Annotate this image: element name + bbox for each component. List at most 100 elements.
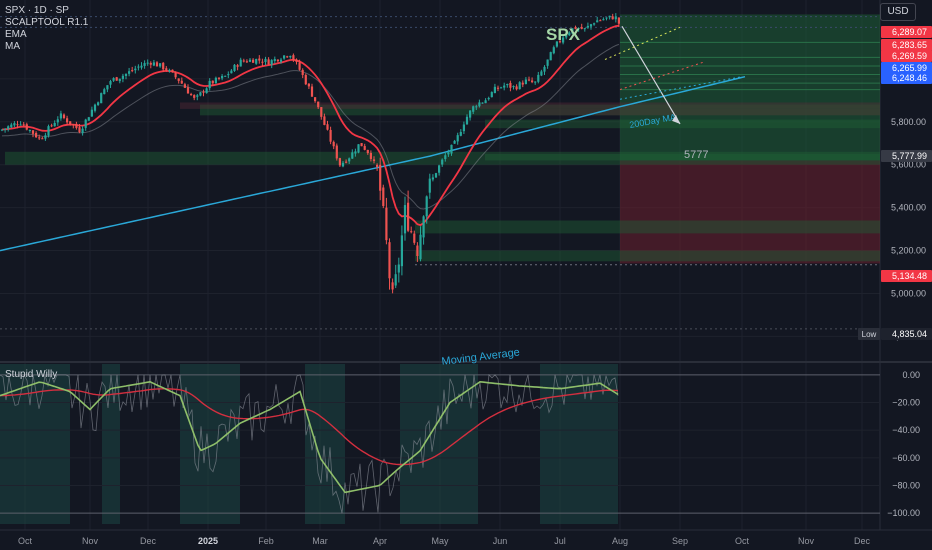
candle-body-111 [345, 161, 348, 163]
candle-body-185 [574, 27, 577, 29]
projection-red-zone [620, 160, 880, 264]
ema-band [1, 24, 620, 227]
candle-body-170 [527, 79, 531, 81]
candle-body-97 [301, 69, 304, 75]
x-tick-2: Dec [140, 536, 157, 546]
price-label-4: 6,248.46 [892, 73, 927, 83]
x-tick-3: 2025 [198, 536, 218, 546]
candle-body-132 [410, 231, 413, 233]
candle-body-23 [72, 124, 75, 126]
osc-tick-5: −100.00 [887, 508, 920, 518]
candle-body-156 [484, 100, 487, 104]
candle-body-189 [586, 25, 589, 28]
candle-body-61 [190, 94, 193, 96]
candle-body-57 [177, 78, 180, 81]
candle-body-96 [298, 62, 301, 70]
candle-body-49 [152, 62, 155, 66]
candle-body-124 [385, 207, 388, 241]
resistance-zone-0 [180, 102, 880, 109]
candle-body-86 [267, 59, 270, 65]
candle-body-21 [66, 118, 69, 123]
candle-body-181 [562, 37, 565, 43]
candle-body-161 [500, 87, 503, 89]
candle-body-51 [159, 63, 162, 67]
candle-body-82 [255, 58, 258, 64]
candle-body-5 [16, 124, 19, 126]
candle-body-125 [388, 242, 391, 279]
symbol-legend[interactable]: SPX · 1D · SP SCALPTOOL R1.1 EMA MA [5, 5, 88, 53]
osc-fast-line [0, 380, 619, 494]
candle-body-118 [366, 149, 369, 154]
candle-body-105 [326, 124, 329, 130]
support-zone-1 [485, 153, 880, 161]
support-zone-4 [5, 151, 880, 165]
candle-body-136 [422, 216, 425, 238]
candle-body-9 [28, 129, 31, 131]
symbol-line: SPX · 1D · SP [5, 5, 69, 16]
candle-body-92 [286, 56, 289, 58]
indicator-scalptool[interactable]: SCALPTOOL R1.1 [5, 17, 89, 28]
currency-button[interactable]: USD [880, 3, 916, 21]
candle-body-90 [279, 59, 283, 62]
candle-body-52 [162, 62, 165, 70]
candle-body-95 [295, 59, 298, 62]
candle-body-109 [338, 158, 341, 166]
candle-body-196 [608, 15, 611, 18]
osc-tick-4: −80.00 [892, 480, 920, 490]
candle-body-123 [382, 187, 385, 206]
candle-body-183 [568, 32, 571, 36]
candle-body-177 [549, 52, 552, 61]
candle-body-16 [50, 125, 53, 127]
oscillator-legend[interactable]: Stupid Willy [5, 369, 57, 381]
candle-body-198 [614, 16, 617, 20]
price-label-bg-1 [881, 39, 932, 51]
price-label-6: 5,134.48 [892, 271, 927, 281]
candle-body-121 [376, 164, 379, 167]
candle-body-104 [323, 116, 326, 125]
candle-body-130 [403, 205, 407, 234]
candle-body-7 [22, 124, 25, 126]
candle-body-184 [571, 28, 574, 34]
price-label-0: 6,289.07 [892, 27, 927, 37]
candle-body-115 [357, 144, 360, 153]
candle-body-10 [31, 130, 35, 134]
candle-body-194 [602, 19, 605, 21]
candle-body-33 [103, 89, 106, 95]
candle-body-84 [261, 61, 264, 63]
candle-body-42 [131, 70, 134, 72]
y-tick-2: 5,600.00 [891, 160, 926, 170]
x-tick-0: Oct [18, 536, 33, 546]
price-label-bg-3 [881, 62, 932, 74]
candle-body-26 [81, 128, 84, 134]
support-zone-0 [485, 119, 880, 129]
candle-body-186 [577, 28, 580, 30]
osc-tick-1: −20.00 [892, 398, 920, 408]
candle-body-25 [78, 127, 81, 133]
upper-trend-line [604, 26, 681, 60]
price-label-2: 6,269.59 [892, 51, 927, 61]
candle-body-27 [84, 119, 87, 128]
candle-body-94 [292, 55, 295, 61]
candle-body-81 [252, 59, 255, 63]
candle-body-133 [413, 233, 416, 243]
candle-body-74 [230, 70, 233, 74]
indicator-ema[interactable]: EMA [5, 29, 27, 40]
candle-body-165 [512, 86, 515, 88]
ema-path [1, 24, 620, 227]
candle-body-19 [59, 113, 62, 119]
x-tick-13: Nov [798, 536, 815, 546]
candle-body-12 [38, 137, 41, 139]
indicator-ma[interactable]: MA [5, 41, 20, 52]
oscillator-title: Stupid Willy [5, 369, 58, 380]
ma200-line [0, 75, 746, 252]
candle-body-187 [580, 27, 583, 29]
candle-body-1 [4, 128, 7, 130]
candle-body-142 [441, 159, 444, 165]
candle-body-67 [208, 80, 211, 89]
x-tick-8: Jun [493, 536, 508, 546]
candle-body-79 [245, 61, 248, 63]
candle-body-71 [221, 75, 224, 79]
candle-body-98 [304, 74, 307, 85]
candle-body-131 [407, 202, 410, 231]
